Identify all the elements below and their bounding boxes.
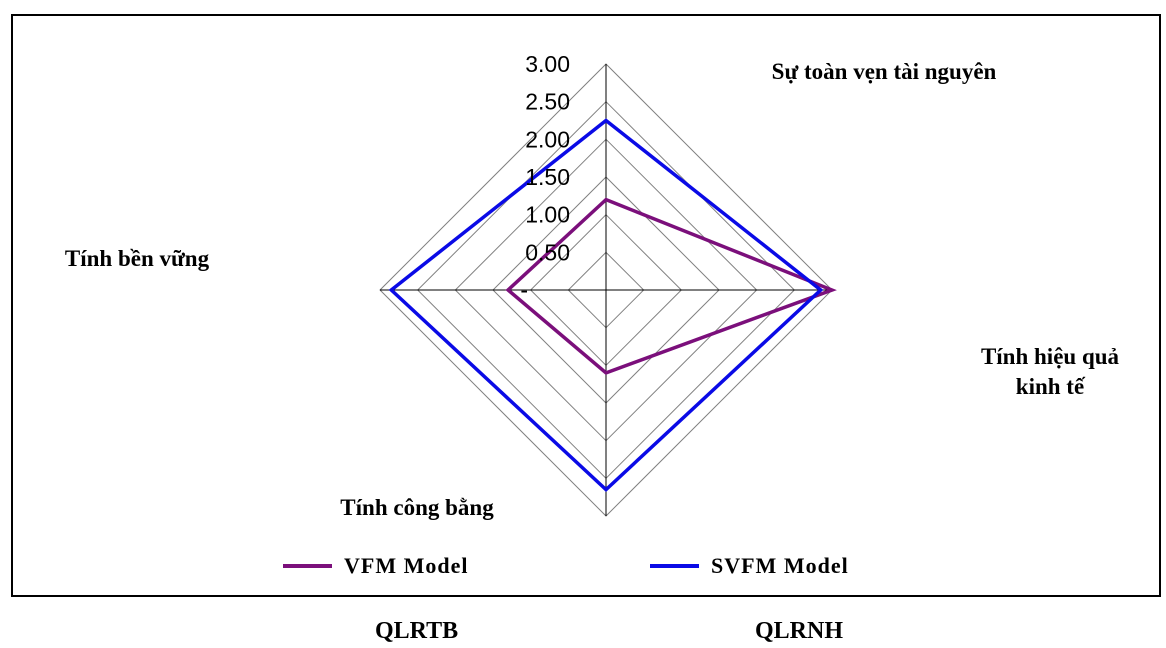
tick-labels: - 0.50 1.00 1.50 2.00 2.50 3.00 [520,51,570,303]
tick-label: 2.50 [525,89,570,115]
series-line-svfm [388,118,824,493]
tick-label: 1.50 [525,164,570,190]
legend-label-vfm: VFM Model [344,553,468,578]
radar-grid [379,63,833,517]
tick-label: 3.00 [525,51,570,77]
axis-label: Tính bền vững [65,246,210,271]
tick-label: 1.00 [525,202,570,228]
footer-left-label: QLRTB [375,618,459,644]
tick-label: 2.00 [525,126,570,152]
legend-label-svfm: SVFM Model [711,553,849,578]
footer-right-label: QLRNH [755,618,844,644]
series-line-vfm [505,197,837,375]
axis-label: Tính hiệu quả kinh tế [981,344,1120,399]
tick-label: - [520,277,528,303]
tick-label: 0.50 [525,239,570,265]
chart-frame [11,14,1161,597]
axis-label: Tính công bằng [340,495,494,520]
radar-series [388,118,837,493]
axis-label: Sự toàn vẹn tài nguyên [772,59,997,84]
axis-labels: Sự toàn vẹn tài nguyên Tính hiệu quả kinh … [65,59,1120,520]
legend: VFM Model SVFM Model [283,553,849,578]
